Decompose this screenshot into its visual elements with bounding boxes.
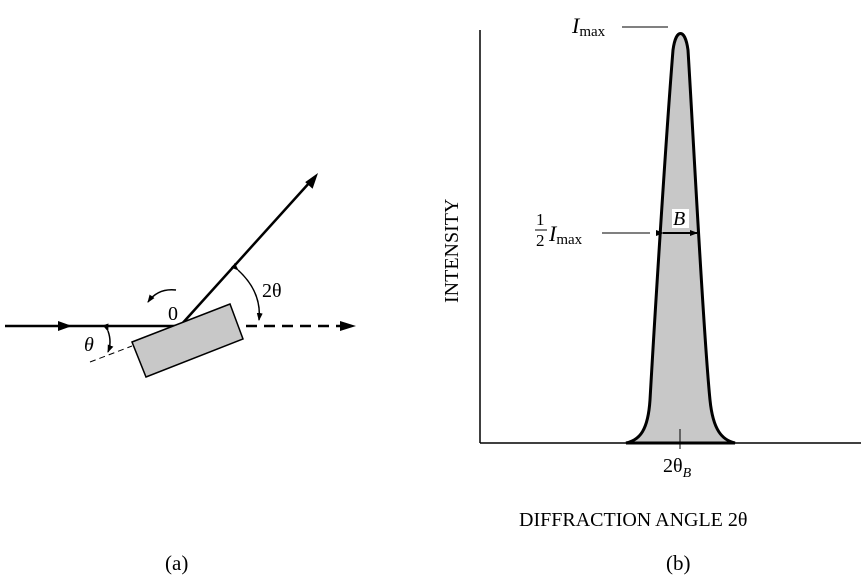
svg-text:Imax: Imax bbox=[548, 221, 583, 248]
two-theta-label: 2θ bbox=[262, 280, 282, 302]
x-axis-label: DIFFRACTION ANGLE 2θ bbox=[519, 509, 747, 531]
origin-label: 0 bbox=[168, 303, 178, 325]
imax-label: Imax bbox=[571, 13, 606, 40]
svg-text:1: 1 bbox=[536, 210, 545, 229]
panel-a-caption: (a) bbox=[165, 551, 188, 575]
incident-beam-arrow-icon bbox=[58, 321, 72, 331]
peak-position-label: 2θB bbox=[663, 455, 692, 481]
svg-text:2: 2 bbox=[536, 231, 545, 250]
panel-a-diffraction-geometry: 0 θ 2θ (a) bbox=[5, 173, 356, 575]
theta-angle-arc bbox=[102, 323, 114, 353]
half-max-label: 1 2 Imax bbox=[535, 210, 583, 250]
diffracted-beam-arrow-icon bbox=[305, 173, 318, 189]
panel-b-diffraction-peak: Imax 1 2 Imax B 2θB INTENSITY DIFFRACTIO… bbox=[441, 13, 861, 575]
theta-label: θ bbox=[84, 334, 94, 356]
diffracted-beam bbox=[179, 181, 311, 327]
rotation-arrow-icon bbox=[147, 289, 177, 303]
width-label-background bbox=[672, 209, 689, 228]
two-theta-angle-arc bbox=[230, 263, 263, 321]
width-label: B bbox=[673, 208, 685, 230]
sample-plane-line bbox=[89, 345, 133, 363]
transmitted-beam-arrow-icon bbox=[340, 321, 356, 331]
sample-crystal bbox=[131, 303, 244, 378]
y-axis-label: INTENSITY bbox=[441, 199, 463, 303]
panel-b-caption: (b) bbox=[666, 551, 691, 575]
diffraction-peak bbox=[625, 32, 736, 445]
